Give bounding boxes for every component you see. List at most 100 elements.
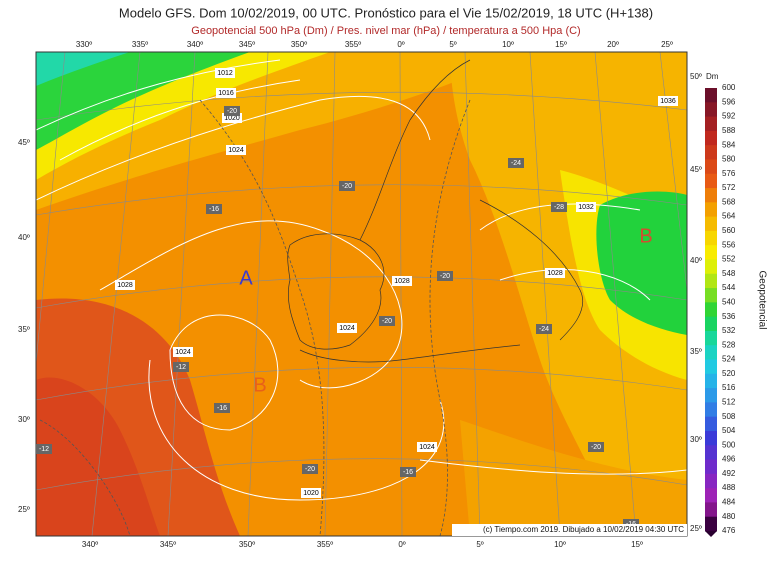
colorbar-label: 592: [722, 112, 736, 121]
colorbar-band: [705, 230, 717, 246]
temperature-label-box: [508, 158, 524, 168]
colorbar-label: 544: [722, 283, 736, 292]
colorbar-band: [705, 145, 717, 160]
lon-label-bottom: 5º: [476, 540, 483, 549]
lon-label-bottom: 345º: [160, 540, 176, 549]
colorbar-label: 512: [722, 397, 736, 406]
colorbar-band: [705, 288, 717, 303]
coastlines: [287, 59, 584, 363]
colorbar-label: 580: [722, 155, 736, 164]
colorbar-band: [705, 102, 717, 118]
temperature-label: -20: [591, 444, 601, 451]
lon-label-top: 25º: [661, 40, 673, 49]
lon-label-bottom: 10º: [554, 540, 566, 549]
colorbar-label: 488: [722, 483, 736, 492]
lat-label-right: 25º: [690, 524, 702, 533]
colorbar-band: [705, 245, 717, 260]
isobar-label: 1020: [303, 490, 319, 497]
colorbar-label: 536: [722, 312, 736, 321]
temperature-label-box: [379, 316, 395, 326]
colorbar-label: 524: [722, 355, 736, 364]
colorbar-band: [705, 130, 717, 146]
temperature-label-box: [36, 444, 52, 454]
graticule: [36, 52, 687, 536]
colorbar-label: 596: [722, 97, 736, 106]
temperature-label: -20: [305, 466, 315, 473]
lat-label-right: 30º: [690, 435, 702, 444]
isobar-label-box: [216, 88, 236, 98]
credit: (c) Tiempo.com 2019. Dibujado a 10/02/20…: [483, 525, 684, 534]
colorbar-label: 560: [722, 226, 736, 235]
colorbar-band: [705, 188, 717, 203]
lon-label-bottom: 15º: [631, 540, 643, 549]
colorbar-band: [705, 330, 717, 346]
colorbar-label: 552: [722, 255, 736, 264]
isobar-label-box: [337, 323, 357, 333]
isobar-label-box: [173, 347, 193, 357]
temperature-label-box: [400, 467, 416, 477]
lon-label-top: 340º: [187, 40, 203, 49]
colorbar-title: Geopotencial: [756, 271, 767, 330]
lon-label-top: 20º: [607, 40, 619, 49]
colorbar-band: [705, 416, 717, 432]
temperature-contours: [39, 99, 471, 536]
lon-label-top: 355º: [345, 40, 361, 49]
isobar-label: 1012: [217, 70, 233, 77]
isobar-label: 1028: [394, 278, 410, 285]
lat-label-left: 40º: [18, 233, 30, 242]
title: Modelo GFS. Dom 10/02/2019, 00 UTC. Pron…: [119, 5, 653, 20]
colorbar-label: 564: [722, 212, 736, 221]
temperature-label-box: [339, 181, 355, 191]
pressure-center: B: [639, 225, 652, 247]
isobar-label-box: [215, 68, 235, 78]
colorbar-label: 492: [722, 469, 736, 478]
colorbar-label: 576: [722, 169, 736, 178]
isobar-label: 1016: [218, 90, 234, 97]
isobar-label-box: [301, 488, 321, 498]
colorbar-label: 484: [722, 498, 736, 507]
lat-label-left: 25º: [18, 505, 30, 514]
colorbar-band: [705, 116, 717, 132]
temperature-label-box: [173, 362, 189, 372]
colorbar-label: 600: [722, 83, 736, 92]
isobar-label-box: [658, 96, 678, 106]
colorbar-band: [705, 488, 717, 503]
isobar-label: 1028: [117, 282, 133, 289]
colorbar-label: 504: [722, 426, 736, 435]
temperature-label-box: [302, 464, 318, 474]
colorbar-label: 528: [722, 340, 736, 349]
colorbar-band: [705, 430, 717, 446]
temperature-label-box: [224, 106, 240, 116]
colorbar-unit: Dm: [706, 72, 719, 81]
colorbar-band: [705, 373, 717, 389]
isobar-label: 1032: [578, 204, 594, 211]
temperature-label-box: [536, 324, 552, 334]
lat-label-right: 45º: [690, 165, 702, 174]
pressure-center: B: [253, 374, 266, 396]
colorbar-band: [705, 302, 717, 318]
colorbar-band: [705, 173, 717, 189]
colorbar-band: [705, 216, 717, 232]
temperature-label-box: [206, 204, 222, 214]
isobar-label-box: [226, 145, 246, 155]
map-field: [36, 52, 687, 536]
isobar-label: 1024: [419, 444, 435, 451]
temperature-label: -20: [227, 108, 237, 115]
temperature-label-box: [437, 271, 453, 281]
colorbar-label: 496: [722, 455, 736, 464]
credit-box: [452, 524, 687, 536]
temperature-label-box: [551, 202, 567, 212]
lon-label-bottom: 355º: [317, 540, 333, 549]
isobar-label-box: [392, 276, 412, 286]
lon-label-bottom: 0º: [398, 540, 405, 549]
temperature-label-box: [214, 403, 230, 413]
colorbar-label: 584: [722, 140, 736, 149]
isobar-label-box: [222, 113, 242, 123]
lat-label-left: 30º: [18, 415, 30, 424]
lon-label-top: 15º: [555, 40, 567, 49]
lon-label-top: 0º: [397, 40, 404, 49]
colorbar-label: 548: [722, 269, 736, 278]
colorbar-band: [705, 473, 717, 489]
lat-label-left: 45º: [18, 138, 30, 147]
